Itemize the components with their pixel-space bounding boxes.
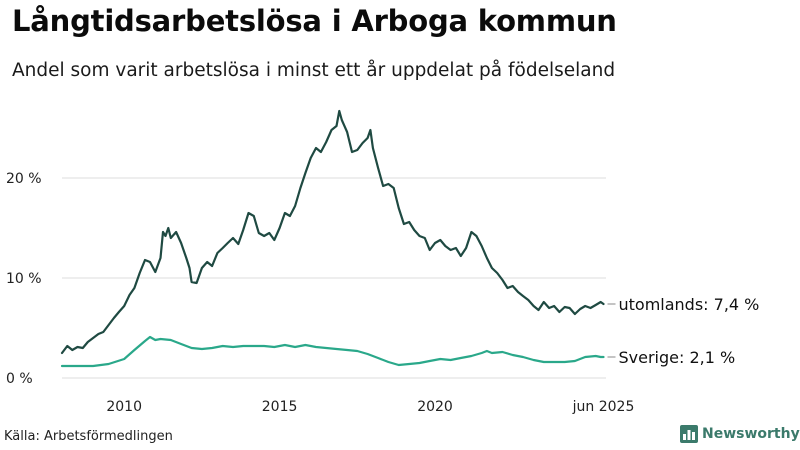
- gridlines: [62, 177, 606, 379]
- x-tick-label: jun 2025: [572, 399, 635, 415]
- y-tick-label: 0 %: [6, 371, 33, 387]
- x-tick-label: 2020: [417, 399, 453, 415]
- x-tick-label: 2010: [106, 399, 142, 415]
- y-tick-label: 10 %: [6, 271, 42, 287]
- y-tick-label: 20 %: [6, 171, 42, 187]
- series-lines: [60, 109, 605, 368]
- brand-name: Newsworthy: [702, 426, 800, 442]
- chart-subtitle: Andel som varit arbetslösa i minst ett å…: [12, 60, 616, 81]
- series-end-label: utomlands: 7,4 %: [619, 295, 760, 314]
- y-axis-ticks: 0 % 10 % 20 %: [6, 171, 42, 387]
- series-line-sverige: [60, 335, 605, 368]
- series-end-label: Sverige: 2,1 %: [619, 348, 736, 367]
- series-line-utomlands: [60, 109, 605, 355]
- brand-logo: Newsworthy: [680, 425, 800, 443]
- bar-chart-icon: [680, 425, 698, 443]
- series-end-labels: utomlands: 7,4 % Sverige: 2,1 %: [607, 295, 760, 367]
- source-note: Källa: Arbetsförmedlingen: [4, 429, 173, 444]
- chart-title: Långtidsarbetslösa i Arboga kommun: [12, 4, 617, 38]
- x-tick-label: 2015: [262, 399, 298, 415]
- x-axis-ticks: 2010 2015 2020 jun 2025: [106, 399, 634, 415]
